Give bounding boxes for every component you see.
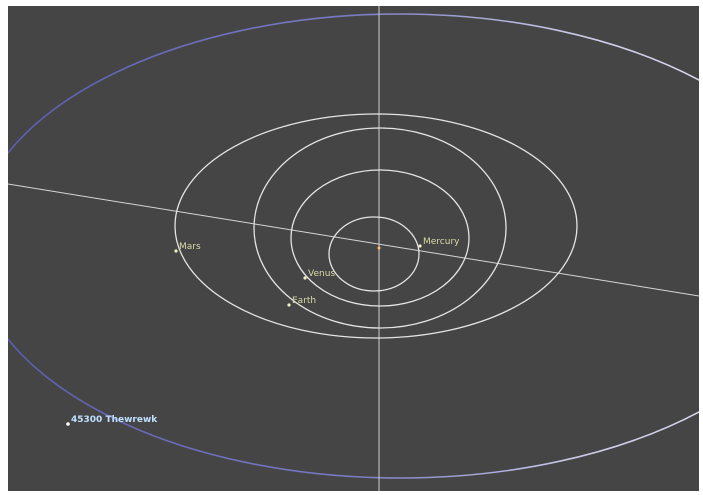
ecliptic-axis xyxy=(8,183,699,297)
earth-orbit xyxy=(253,127,507,329)
sun-marker xyxy=(377,246,381,250)
orbit-view[interactable]: Mercury Venus Earth Mars 45300 Thewrewk xyxy=(8,6,699,491)
mars-label: Mars xyxy=(179,242,201,252)
venus-dot xyxy=(303,276,307,280)
planet-mercury[interactable]: Mercury xyxy=(418,237,460,248)
asteroid-dot xyxy=(66,422,70,426)
planet-earth[interactable]: Earth xyxy=(287,296,316,307)
asteroid-45300-thewrewk[interactable]: 45300 Thewrewk xyxy=(66,415,158,426)
orbit-diagram: Mercury Venus Earth Mars 45300 Thewrewk xyxy=(8,6,699,491)
venus-orbit xyxy=(290,169,470,307)
mercury-dot xyxy=(418,244,422,248)
asteroid-label: 45300 Thewrewk xyxy=(71,415,158,425)
asteroid-orbit xyxy=(8,13,699,479)
earth-label: Earth xyxy=(292,296,316,306)
mars-orbit xyxy=(174,113,578,339)
earth-dot xyxy=(287,303,291,307)
mercury-orbit xyxy=(328,216,420,292)
mars-dot xyxy=(174,249,178,253)
mercury-label: Mercury xyxy=(423,237,460,247)
venus-label: Venus xyxy=(308,269,335,279)
planet-venus[interactable]: Venus xyxy=(303,269,335,280)
planet-mars[interactable]: Mars xyxy=(174,242,201,253)
